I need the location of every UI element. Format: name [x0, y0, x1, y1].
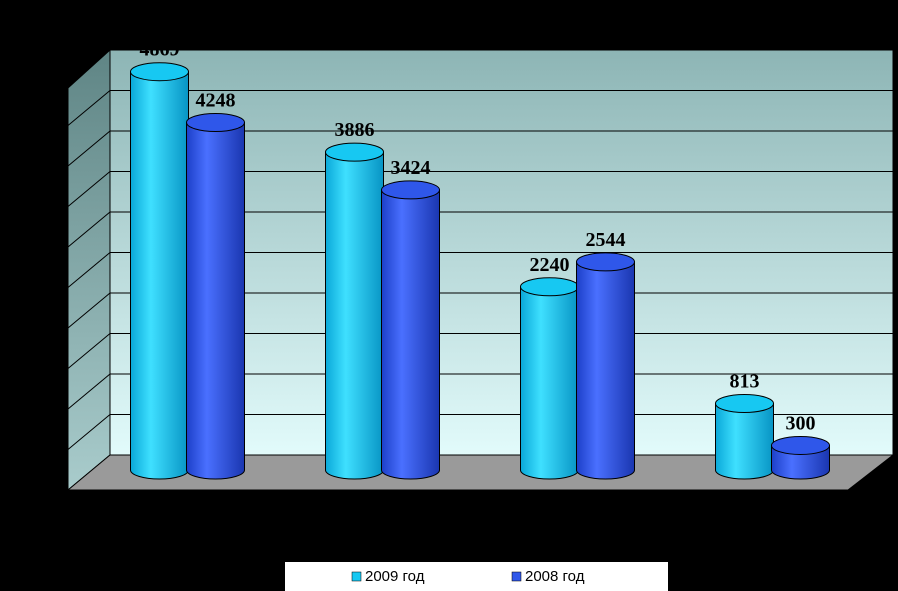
grid-line-side: [67, 211, 111, 248]
cylinder-top: [186, 113, 245, 133]
legend-label: 2008 год: [525, 568, 585, 585]
cylinder: [325, 151, 384, 480]
value-label: 813: [730, 370, 760, 392]
grid-line-side: [67, 130, 111, 167]
cylinder-top: [771, 435, 830, 455]
legend-label: 2009 год: [365, 568, 425, 585]
value-label: 3424: [391, 157, 431, 179]
cylinder: [771, 444, 830, 480]
grid-line-side: [67, 333, 111, 369]
cylinder-top: [130, 62, 189, 82]
legend: [285, 562, 668, 591]
floor: [66, 454, 895, 491]
grid-line-side: [67, 373, 111, 410]
cylinder: [576, 261, 635, 480]
cylinder: [381, 189, 440, 480]
grid-line-side: [67, 292, 111, 329]
legend-swatch: [351, 571, 362, 582]
value-label: 2544: [586, 229, 626, 251]
cylinder-top: [520, 277, 579, 297]
grid-line-side: [67, 252, 111, 288]
cylinder-top: [381, 180, 440, 200]
value-label: 2240: [530, 254, 570, 276]
value-label: 4869: [140, 39, 180, 61]
value-label: 3886: [335, 119, 375, 141]
grid-line-side: [67, 171, 111, 207]
cylinder-top: [325, 142, 384, 162]
cylinder-top: [576, 252, 635, 272]
cylinder: [186, 122, 245, 480]
legend-swatch: [511, 571, 522, 582]
grid-line-side: [67, 90, 111, 126]
value-label: 4248: [196, 90, 236, 112]
cylinder: [520, 286, 579, 480]
cylinder: [715, 402, 774, 480]
cylinder-top: [715, 393, 774, 413]
cylinder: [130, 71, 189, 480]
grid-line-side: [67, 414, 111, 450]
value-label: 300: [786, 412, 816, 434]
